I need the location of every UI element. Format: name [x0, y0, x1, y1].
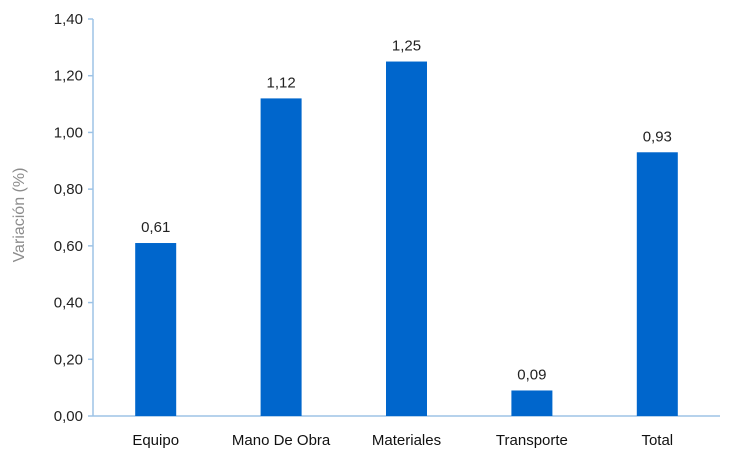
x-category-label: Total [641, 432, 673, 449]
y-tick-label: 0,00 [54, 408, 83, 425]
data-label: 0,61 [141, 219, 170, 236]
bar [636, 152, 678, 416]
data-label: 0,93 [643, 128, 672, 145]
y-tick-label: 0,20 [54, 351, 83, 368]
data-label: 0,09 [517, 366, 546, 383]
y-axis-title: Variación (%) [11, 168, 28, 263]
data-label: 1,12 [266, 74, 295, 91]
bar [511, 390, 553, 416]
x-category-label: Materiales [372, 432, 441, 449]
y-axis: 0,00 0,20 0,40 0,60 0,80 1,00 1,20 1,40 [54, 11, 94, 425]
x-category-label: Transporte [496, 432, 568, 449]
y-tick-label: 1,20 [54, 68, 83, 85]
y-tick-label: 0,40 [54, 295, 83, 312]
bar [260, 98, 302, 417]
y-tick-label: 1,00 [54, 124, 83, 141]
data-label: 1,25 [392, 38, 421, 55]
y-tick-label: 0,80 [54, 181, 83, 198]
bars [135, 61, 678, 417]
data-labels: 0,61 1,12 1,25 0,09 0,93 [141, 38, 672, 384]
bar [386, 61, 427, 417]
bar [135, 243, 177, 416]
y-tick-label: 0,60 [54, 238, 83, 255]
x-category-label: Equipo [132, 432, 179, 449]
x-axis: Equipo Mano De Obra Materiales Transporte To… [93, 415, 720, 449]
y-tick-label: 1,40 [54, 11, 83, 28]
x-category-label: Mano De Obra [232, 432, 331, 449]
